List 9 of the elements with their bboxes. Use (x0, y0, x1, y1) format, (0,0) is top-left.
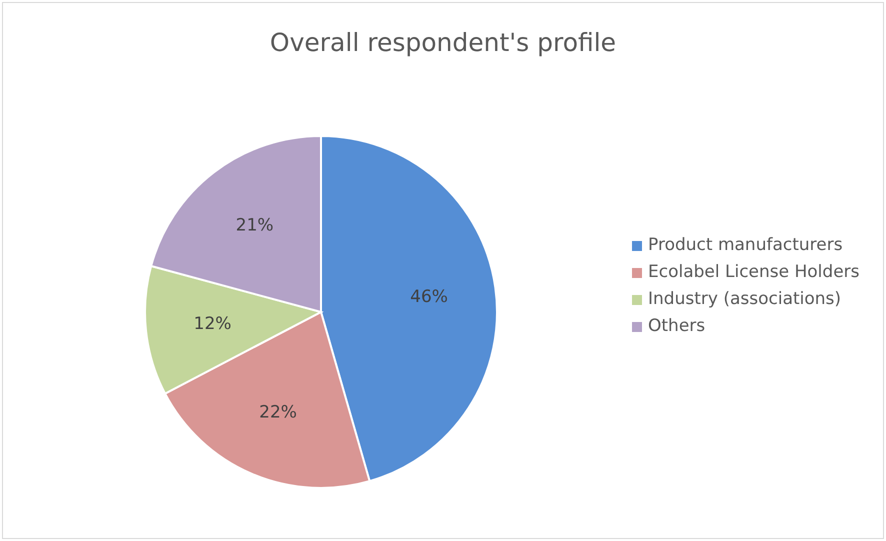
legend-label: Product manufacturers (648, 234, 843, 257)
legend-label: Others (648, 315, 706, 338)
data-label: 12% (194, 314, 232, 334)
data-label: 22% (259, 402, 297, 422)
legend-label: Industry (associations) (648, 288, 842, 311)
legend-label: Ecolabel License Holders (648, 261, 860, 284)
data-label: 21% (236, 215, 274, 236)
data-label: 46% (410, 286, 448, 307)
chart-title: Overall respondent's profile (268, 28, 618, 57)
